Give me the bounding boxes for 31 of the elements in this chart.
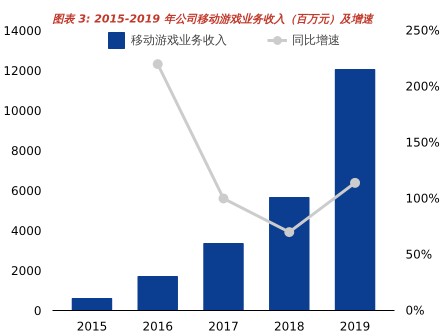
y-tick-label: 2000 bbox=[10, 264, 42, 278]
legend-label: 移动游戏业务收入 bbox=[131, 32, 227, 48]
x-tick-label: 2016 bbox=[142, 320, 174, 333]
x-tick-label: 2018 bbox=[274, 320, 305, 333]
point bbox=[218, 194, 228, 204]
y2-tick-label: 0% bbox=[406, 304, 425, 318]
x-tick-label: 2017 bbox=[208, 320, 239, 333]
bar bbox=[138, 276, 178, 310]
y2-tick-label: 50% bbox=[406, 248, 432, 262]
y-tick-label: 10000 bbox=[3, 104, 42, 118]
y-tick-label: 14000 bbox=[3, 24, 42, 38]
legend-label: 同比增速 bbox=[292, 32, 340, 48]
y2-tick-label: 200% bbox=[406, 80, 440, 94]
y-tick-label: 0 bbox=[34, 304, 42, 318]
point bbox=[350, 178, 360, 188]
point bbox=[284, 227, 294, 238]
bar bbox=[334, 69, 376, 310]
y2-tick-label: 250% bbox=[406, 24, 440, 38]
bar bbox=[203, 243, 244, 310]
y-tick-label: 6000 bbox=[10, 184, 42, 198]
y2-tick-label: 150% bbox=[406, 136, 440, 150]
y-tick-label: 4000 bbox=[10, 224, 42, 238]
y2-tick-label: 100% bbox=[406, 192, 440, 206]
x-tick-label: 2015 bbox=[76, 320, 108, 333]
chart-title: 图表 3: 2015-2019 年公司移动游戏业务收入（百万元）及增速 bbox=[52, 12, 375, 26]
bar bbox=[72, 298, 112, 310]
x-tick-label: 2019 bbox=[340, 320, 370, 333]
bar bbox=[269, 197, 310, 310]
point bbox=[152, 59, 163, 70]
y-tick-label: 8000 bbox=[10, 144, 42, 158]
y-tick-label: 12000 bbox=[3, 64, 42, 78]
